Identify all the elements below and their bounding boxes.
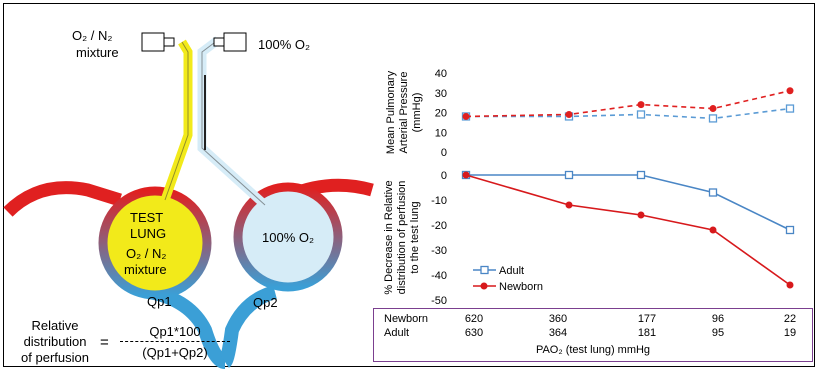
yellow-tube-outline	[164, 41, 189, 201]
artery-left-vessel	[3, 181, 122, 217]
y-axis-label: distribution of perfusion	[396, 181, 408, 295]
other-lung-label: 100% O₂	[262, 230, 314, 245]
formula-label-line1: Relative	[31, 318, 79, 333]
y-axis-label: Mean Pulmonary	[385, 70, 397, 154]
formula-label-line2: distribution	[23, 334, 87, 349]
y-axis-label: % Decrease in Relative	[383, 180, 395, 294]
test-lung-label-line1: TEST	[130, 210, 163, 225]
y-tick-label: 0	[441, 170, 447, 182]
data-point-newborn	[786, 87, 794, 95]
table-cell: 177	[637, 313, 657, 325]
y-tick-label: -20	[431, 220, 447, 232]
vein-right-vessel	[219, 285, 278, 368]
y-tick-label: 30	[435, 88, 447, 100]
vein-left-vessel	[148, 285, 227, 369]
series-line-newborn	[465, 89, 791, 118]
table-row-name: Adult	[384, 327, 410, 339]
table-row: Newborn 620 360 177 96 22	[374, 313, 812, 327]
perfusion-chart: 0 -10 -20 -30 -40 -50 % Decrease in Relative di…	[383, 170, 795, 307]
left-gas-connector-tip	[163, 37, 175, 47]
formula-label-line3: of perfusion	[21, 350, 89, 365]
formula-fraction-bar	[120, 341, 230, 342]
perfusion-formula: Relative distribution of perfusion = Qp1…	[10, 318, 270, 370]
figure-frame	[3, 3, 815, 367]
data-point-newborn	[637, 101, 645, 109]
data-point-adult	[564, 170, 574, 180]
blue-tube-outline	[201, 39, 266, 206]
pressure-chart: 0 10 20 30 40 Mean Pulmonary Arterial Pressure…	[385, 68, 795, 159]
data-point-newborn	[565, 110, 573, 118]
y-tick-label: -10	[431, 195, 447, 207]
series-line-adult	[466, 174, 791, 231]
y-axis-label: (mmHg)	[411, 93, 423, 133]
data-point-adult	[636, 110, 646, 119]
table-cell: 19	[783, 327, 797, 339]
data-point-adult	[636, 170, 646, 180]
data-point-adult	[708, 114, 718, 123]
test-lung-label-line2: LUNG	[130, 226, 166, 241]
table-cell: 95	[711, 327, 725, 339]
formula-denominator: (Qp1+Qp2)	[142, 345, 208, 360]
formula-numerator: Qp1*100	[149, 324, 201, 339]
y-axis-label: to the test lung	[409, 201, 421, 273]
o2n2-mixture-label-line1: O₂ / N₂	[72, 28, 112, 43]
test-lung-label-line4: mixture	[124, 262, 167, 277]
test-lung-label-line3: O₂ / N₂	[126, 246, 166, 261]
y-tick-label: -30	[431, 245, 447, 257]
table-cell: 620	[464, 313, 484, 325]
qp1-label: Qp1	[147, 294, 172, 309]
data-point-newborn	[786, 281, 794, 289]
table-cell: 181	[637, 327, 657, 339]
y-tick-label: -50	[431, 295, 447, 307]
formula-equals: =	[100, 334, 109, 351]
100-o2-label: 100% O₂	[258, 37, 310, 52]
data-point-adult	[785, 225, 795, 235]
table-cell: 360	[548, 313, 568, 325]
pao2-table: Newborn 620 360 177 96 22 Adult 630 364 …	[373, 308, 813, 362]
test-lung-circle	[98, 186, 212, 300]
legend-marker-adult	[480, 265, 489, 275]
y-tick-label: -40	[431, 270, 447, 282]
y-tick-label: 40	[435, 68, 447, 80]
other-lung-circle	[233, 182, 343, 292]
table-cell: 364	[548, 327, 568, 339]
data-point-newborn	[709, 226, 717, 234]
data-point-newborn	[462, 112, 470, 120]
data-point-newborn	[709, 105, 717, 113]
table-cell: 96	[711, 313, 725, 325]
y-axis-label: Arterial Pressure	[398, 72, 410, 154]
table-row: Adult 630 364 181 95 19	[374, 327, 812, 341]
table-cell: 630	[464, 327, 484, 339]
table-footer: PAO₂ (test lung) mmHg	[535, 344, 651, 356]
table-cell: 22	[783, 313, 797, 325]
y-tick-label: 0	[441, 147, 447, 159]
right-gas-connector-tip	[213, 37, 225, 47]
o2n2-mixture-label-line2: mixture	[76, 45, 119, 60]
data-point-adult	[785, 104, 795, 113]
legend-label-adult: Adult	[499, 265, 524, 277]
series-line-adult	[466, 107, 791, 120]
y-tick-label: 10	[435, 127, 447, 139]
y-tick-label: 20	[435, 108, 447, 120]
data-point-newborn	[565, 201, 573, 209]
legend-label-newborn: Newborn	[499, 281, 543, 293]
data-point-newborn	[462, 171, 470, 179]
table-row-name: Newborn	[384, 313, 429, 325]
legend-marker-newborn	[480, 282, 488, 290]
data-point-adult	[708, 188, 718, 197]
data-point-newborn	[637, 211, 645, 219]
qp2-label: Qp2	[253, 295, 278, 310]
